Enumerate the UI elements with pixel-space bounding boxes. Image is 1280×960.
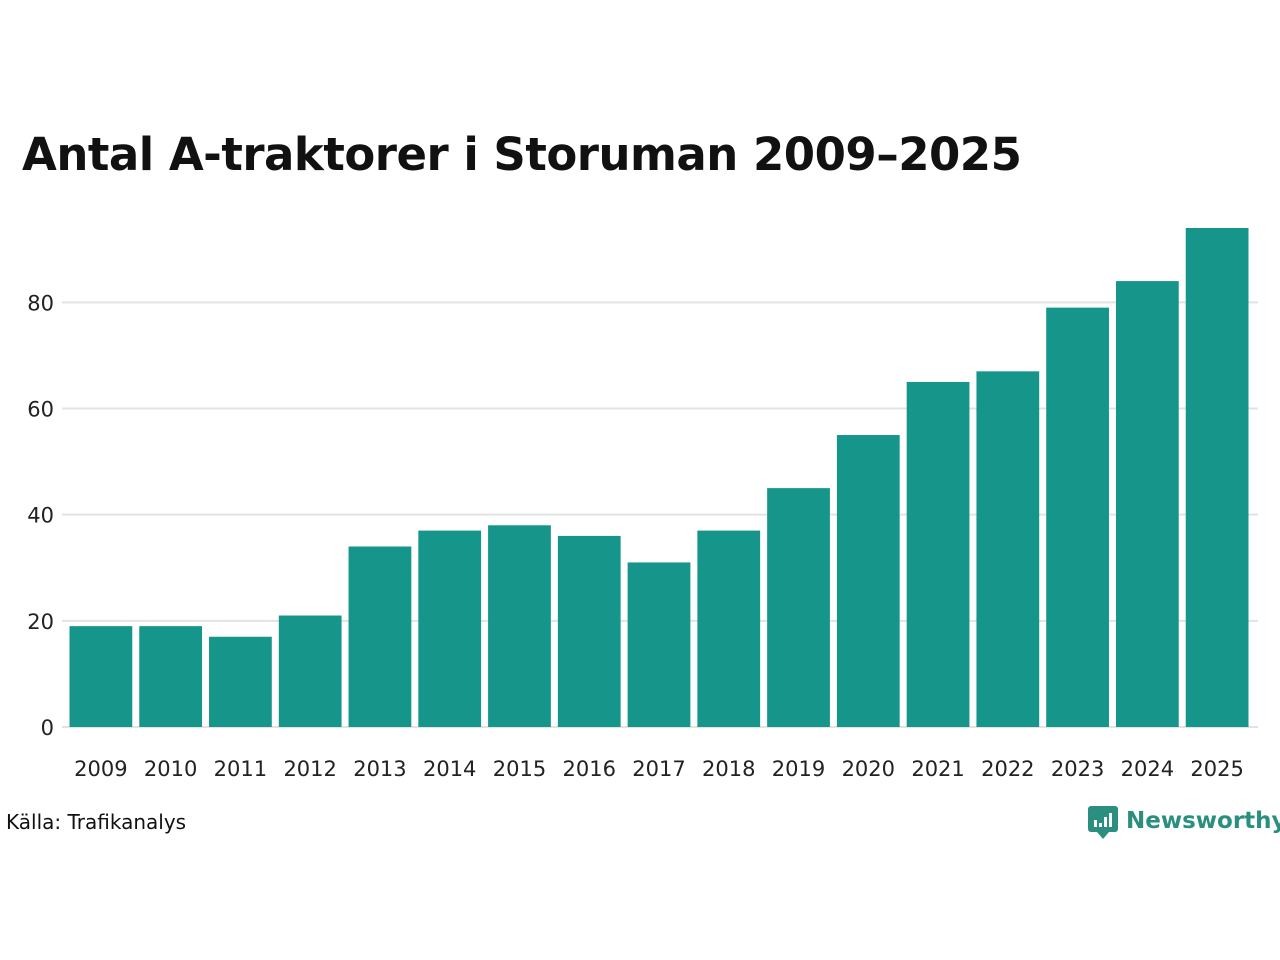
- x-tick-label: 2010: [144, 757, 197, 781]
- brand-name: Newsworthy: [1126, 808, 1280, 834]
- bar-2012: [278, 615, 342, 727]
- y-tick-label: 0: [41, 716, 54, 740]
- bar-2024: [1115, 281, 1179, 727]
- x-tick-label: 2016: [563, 757, 616, 781]
- bar-2021: [906, 381, 970, 727]
- bars: [69, 228, 1249, 727]
- x-tick-label: 2018: [702, 757, 755, 781]
- x-tick-label: 2023: [1051, 757, 1104, 781]
- bar-2009: [69, 626, 133, 727]
- x-axis-ticks: 2009 2010 2011 2012 2013 2014 2015 2016 2017 2018…: [74, 757, 1244, 781]
- bar-2022: [976, 371, 1040, 727]
- x-tick-label: 2009: [74, 757, 127, 781]
- x-tick-label: 2011: [214, 757, 267, 781]
- x-tick-label: 2014: [423, 757, 476, 781]
- y-tick-label: 20: [27, 610, 54, 634]
- bar-2015: [488, 525, 551, 727]
- x-tick-label: 2022: [981, 757, 1034, 781]
- bar-2017: [627, 562, 691, 727]
- x-tick-label: 2019: [772, 757, 825, 781]
- bar-2020: [836, 435, 900, 727]
- bar-chart-speech-bubble-icon: [1088, 806, 1118, 839]
- bar-2018: [697, 530, 761, 727]
- x-tick-label: 2021: [911, 757, 964, 781]
- y-tick-label: 40: [27, 504, 54, 528]
- bar-2016: [557, 535, 621, 727]
- x-tick-label: 2015: [493, 757, 546, 781]
- source-note: Källa: Trafikanalys: [6, 810, 187, 834]
- x-tick-label: 2025: [1190, 757, 1243, 781]
- y-axis-ticks: 0 20 40 60 80: [27, 291, 54, 740]
- brand-logo: Newsworthy: [1088, 802, 1280, 840]
- x-tick-label: 2024: [1121, 757, 1174, 781]
- bar-2023: [1046, 307, 1109, 727]
- x-tick-label: 2012: [283, 757, 336, 781]
- chart-title: Antal A-traktorer i Storuman 2009–2025: [22, 128, 1022, 181]
- x-tick-label: 2020: [842, 757, 895, 781]
- y-tick-label: 80: [27, 291, 54, 315]
- bar-2019: [767, 488, 830, 727]
- x-tick-label: 2017: [632, 757, 685, 781]
- bar-2025: [1185, 228, 1249, 727]
- y-tick-label: 60: [27, 397, 54, 421]
- x-tick-label: 2013: [353, 757, 406, 781]
- bar-2011: [209, 636, 272, 727]
- bar-2013: [348, 546, 412, 727]
- bar-2010: [139, 626, 203, 727]
- bar-2014: [418, 530, 482, 727]
